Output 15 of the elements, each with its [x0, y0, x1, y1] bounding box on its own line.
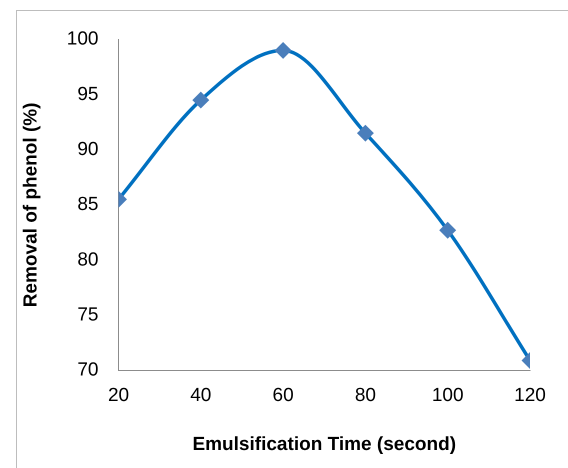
x-tick-label: 60: [272, 385, 294, 406]
y-tick-label: 90: [77, 138, 98, 160]
y-tick-label: 70: [77, 360, 98, 381]
x-tick-label: 80: [354, 385, 376, 406]
y-axis-title: Removal of phenol (%): [20, 102, 42, 308]
x-axis-title: Emulsification Time (second): [192, 434, 456, 455]
y-tick-label: 95: [77, 84, 98, 105]
x-tick-label: 120: [514, 385, 546, 406]
y-tick-label: 75: [77, 304, 98, 326]
x-tick-label: 20: [108, 385, 130, 406]
y-tick-label: 80: [77, 249, 98, 270]
y-tick-label: 85: [77, 194, 98, 216]
y-tick-label: 100: [66, 28, 98, 50]
x-tick-label: 40: [190, 385, 212, 406]
x-tick-label: 100: [432, 385, 464, 406]
